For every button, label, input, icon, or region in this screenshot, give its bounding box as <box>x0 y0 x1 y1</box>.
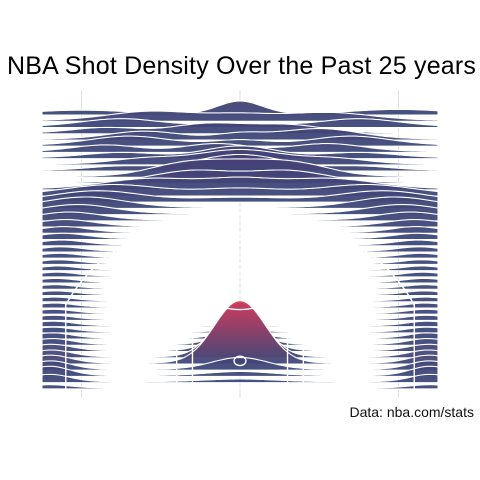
chart-caption: Data: nba.com/stats <box>349 404 474 420</box>
ridge-row-24 <box>41 259 439 265</box>
ridge-row-18 <box>41 219 439 228</box>
ridge-row-29 <box>41 290 439 297</box>
ridge-row-26 <box>41 271 439 278</box>
court-lines <box>65 212 415 391</box>
ridge-row-19 <box>41 226 439 234</box>
ridge-row-13 <box>41 183 439 197</box>
ridge-row-27 <box>41 277 439 284</box>
free-throw-circle <box>191 234 289 311</box>
ridge-row-43 <box>41 373 439 384</box>
ridge-row-41 <box>41 356 439 371</box>
ridge-row-14 <box>41 190 439 203</box>
ridge-row-28 <box>41 284 439 290</box>
ridge-row-40 <box>41 300 439 365</box>
ridge-row-44 <box>41 384 439 390</box>
ridge-row-21 <box>41 239 439 247</box>
ridge-row-22 <box>41 246 439 253</box>
three-point-arc <box>65 212 415 306</box>
ridge-row-17 <box>41 211 439 222</box>
ridge-row-42 <box>41 365 439 377</box>
chart-title: NBA Shot Density Over the Past 25 years <box>7 52 477 80</box>
ridge-row-25 <box>41 265 439 272</box>
ridge-row-15 <box>41 196 439 209</box>
ridge-row-20 <box>41 232 439 241</box>
ridge-row-0 <box>41 100 439 116</box>
hoop <box>233 355 247 367</box>
ridge-row-10 <box>41 158 439 178</box>
ridge-row-1 <box>41 110 439 122</box>
ridge-layer <box>41 100 439 390</box>
